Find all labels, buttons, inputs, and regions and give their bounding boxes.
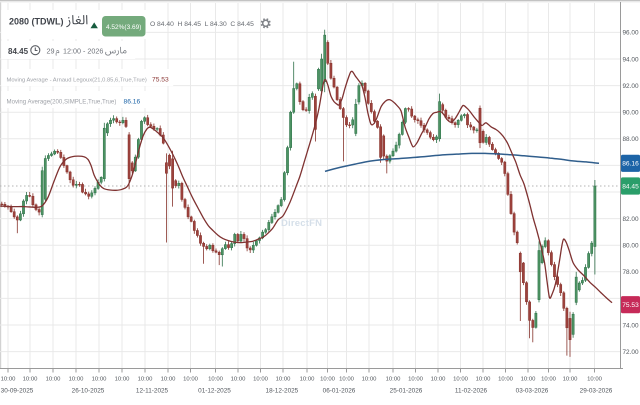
svg-text:84.45: 84.45 bbox=[8, 47, 29, 56]
svg-text:Moving Average - Arnaud Legoux: Moving Average - Arnaud Legoux(21,0.85,6… bbox=[7, 78, 147, 84]
svg-text:94.00: 94.00 bbox=[623, 56, 639, 63]
svg-text:86.16: 86.16 bbox=[124, 99, 141, 106]
svg-text:82.00: 82.00 bbox=[623, 216, 639, 223]
svg-text:12:00 - 2026: 12:00 - 2026 bbox=[63, 47, 103, 56]
svg-text:10:00: 10:00 bbox=[587, 376, 602, 382]
svg-text:10:00: 10:00 bbox=[339, 376, 354, 382]
svg-text:10:00: 10:00 bbox=[276, 376, 291, 382]
svg-text:10:00: 10:00 bbox=[563, 376, 578, 382]
svg-text:10:00: 10:00 bbox=[362, 376, 377, 382]
svg-text:DirectFN: DirectFN bbox=[281, 218, 322, 229]
svg-text:10:00: 10:00 bbox=[320, 376, 335, 382]
svg-text:10:00: 10:00 bbox=[208, 376, 223, 382]
svg-text:Moving Average(200,SIMPLE,True: Moving Average(200,SIMPLE,True,True) bbox=[7, 99, 117, 106]
svg-text:10:00: 10:00 bbox=[408, 376, 423, 382]
svg-text:06-01-2026: 06-01-2026 bbox=[323, 387, 356, 394]
svg-text:10:00: 10:00 bbox=[453, 376, 468, 382]
svg-text:86.16: 86.16 bbox=[622, 161, 639, 168]
svg-text:11-02-2026: 11-02-2026 bbox=[455, 387, 488, 394]
svg-text:10:00: 10:00 bbox=[541, 376, 556, 382]
svg-text:80.00: 80.00 bbox=[623, 243, 639, 250]
svg-text:72.00: 72.00 bbox=[623, 349, 639, 356]
svg-text:30-09-2025: 30-09-2025 bbox=[1, 387, 34, 394]
svg-text:01-12-2025: 01-12-2025 bbox=[198, 387, 231, 394]
svg-text:10:00: 10:00 bbox=[521, 376, 536, 382]
svg-text:10:00: 10:00 bbox=[231, 376, 246, 382]
svg-text:12-11-2025: 12-11-2025 bbox=[136, 387, 169, 394]
svg-text:10:00: 10:00 bbox=[69, 376, 84, 382]
svg-text:03-03-2026: 03-03-2026 bbox=[516, 387, 549, 394]
svg-text:10:00: 10:00 bbox=[476, 376, 491, 382]
svg-text:10:00: 10:00 bbox=[1, 376, 16, 382]
svg-text:29-03-2026: 29-03-2026 bbox=[580, 387, 613, 394]
svg-text:2080 (TDWL): 2080 (TDWL) bbox=[9, 17, 64, 27]
svg-text:18-12-2025: 18-12-2025 bbox=[266, 387, 299, 394]
svg-text:10:00: 10:00 bbox=[386, 376, 401, 382]
svg-text:10:00: 10:00 bbox=[498, 376, 513, 382]
svg-text:88.00: 88.00 bbox=[623, 136, 639, 143]
svg-text:10:00: 10:00 bbox=[92, 376, 107, 382]
svg-text:10:00: 10:00 bbox=[161, 376, 176, 382]
svg-text:74.00: 74.00 bbox=[623, 322, 639, 329]
svg-text:90.00: 90.00 bbox=[623, 110, 639, 117]
svg-text:75.53: 75.53 bbox=[152, 77, 169, 84]
svg-text:10:00: 10:00 bbox=[253, 376, 268, 382]
svg-text:78.00: 78.00 bbox=[623, 269, 639, 276]
svg-text:10:00: 10:00 bbox=[300, 376, 315, 382]
svg-text:84.45: 84.45 bbox=[622, 183, 639, 190]
svg-text:10:00: 10:00 bbox=[23, 376, 38, 382]
svg-text:10:00: 10:00 bbox=[138, 376, 153, 382]
svg-text:92.00: 92.00 bbox=[623, 83, 639, 90]
svg-text:29: 29 bbox=[47, 47, 55, 56]
svg-text:75.53: 75.53 bbox=[622, 302, 639, 309]
svg-text:25-01-2026: 25-01-2026 bbox=[390, 387, 423, 394]
svg-text:10:00: 10:00 bbox=[115, 376, 130, 382]
svg-text:26-10-2025: 26-10-2025 bbox=[72, 387, 105, 394]
svg-text:4.52%(3.69): 4.52%(3.69) bbox=[106, 24, 141, 31]
svg-text:10:00: 10:00 bbox=[46, 376, 61, 382]
svg-text:O 84.40 H 84.45 L 84.30 C 8: O 84.40 H 84.45 L 84.30 C 84.45 bbox=[150, 21, 254, 28]
svg-text:10:00: 10:00 bbox=[431, 376, 446, 382]
svg-text:96.00: 96.00 bbox=[623, 30, 639, 37]
svg-text:10:00: 10:00 bbox=[183, 376, 198, 382]
